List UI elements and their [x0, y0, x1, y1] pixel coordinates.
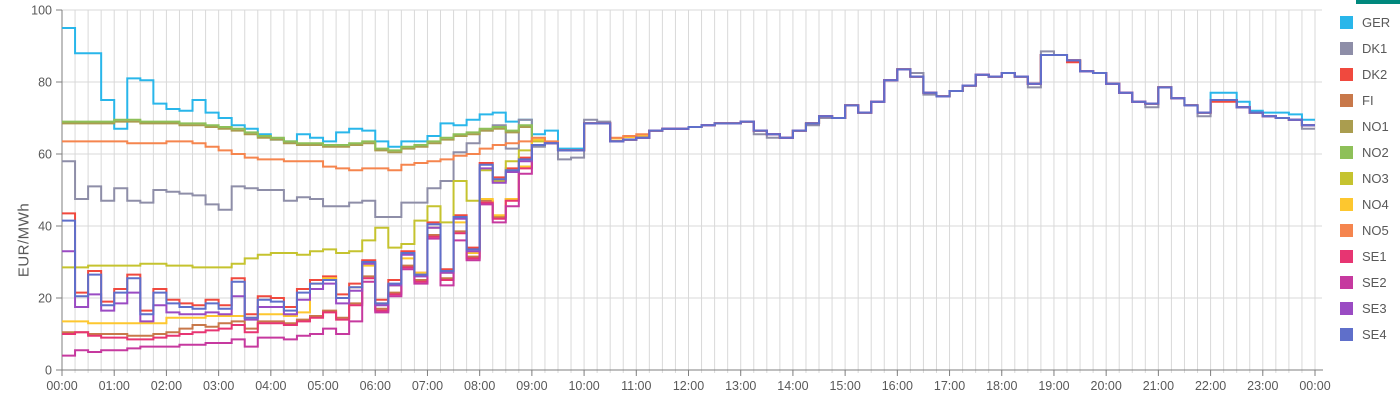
x-tick-label: 03:00 — [203, 379, 234, 393]
y-tick-label: 100 — [31, 4, 52, 18]
y-tick-label: 20 — [38, 292, 52, 306]
x-tick-label: 11:00 — [621, 379, 651, 393]
legend-label: SE1 — [1362, 248, 1387, 264]
legend-label: DK2 — [1362, 66, 1388, 82]
x-tick-label: 09:00 — [516, 379, 547, 393]
x-tick-label: 01:00 — [99, 379, 130, 393]
legend-swatch-NO4 — [1340, 197, 1353, 211]
legend-item-NO5[interactable]: NO5 — [1340, 217, 1390, 243]
y-tick-label: 80 — [38, 76, 52, 90]
x-tick-label: 15:00 — [829, 379, 860, 393]
x-tick-label: 21:00 — [1143, 379, 1174, 393]
series-SE4 — [62, 54, 1315, 319]
x-tick-label: 02:00 — [151, 379, 182, 393]
legend-item-NO3[interactable]: NO3 — [1340, 165, 1390, 191]
legend-item-SE3[interactable]: SE3 — [1340, 295, 1390, 321]
x-tick-label: 23:00 — [1247, 379, 1278, 393]
x-tick-label: 07:00 — [412, 379, 443, 393]
legend-swatch-NO1 — [1340, 119, 1353, 133]
legend-label: NO2 — [1362, 144, 1389, 160]
legend-item-NO4[interactable]: NO4 — [1340, 191, 1390, 217]
legend-swatch-SE1 — [1340, 249, 1353, 263]
legend-item-DK2[interactable]: DK2 — [1340, 61, 1390, 87]
legend-item-NO2[interactable]: NO2 — [1340, 139, 1390, 165]
x-tick-label: 04:00 — [255, 379, 286, 393]
legend-swatch-DK1 — [1340, 41, 1353, 55]
y-tick-label: 60 — [38, 148, 52, 162]
y-tick-label: 0 — [45, 364, 52, 378]
x-tick-label: 08:00 — [464, 379, 495, 393]
legend-item-SE1[interactable]: SE1 — [1340, 243, 1390, 269]
x-tick-label: 18:00 — [986, 379, 1017, 393]
legend-label: SE4 — [1362, 326, 1387, 342]
legend-label: GER — [1362, 14, 1391, 30]
legend-label: NO3 — [1362, 170, 1389, 186]
legend-label: SE2 — [1362, 274, 1387, 290]
x-tick-label: 13:00 — [725, 379, 756, 393]
legend-item-SE2[interactable]: SE2 — [1340, 269, 1390, 295]
legend-swatch-SE2 — [1340, 275, 1353, 289]
x-tick-label: 10:00 — [568, 379, 599, 393]
legend-item-GER[interactable]: GER — [1340, 9, 1390, 35]
x-tick-label: 19:00 — [1038, 379, 1069, 393]
legend-label: FI — [1362, 92, 1374, 108]
legend-label: SE3 — [1362, 300, 1387, 316]
x-tick-label: 05:00 — [307, 379, 338, 393]
legend-swatch-SE3 — [1340, 301, 1353, 315]
x-tick-label: 22:00 — [1195, 379, 1226, 393]
top-right-accent-bar[interactable] — [1356, 0, 1400, 4]
legend-label: NO4 — [1362, 196, 1389, 212]
y-axis-title: EUR/MWh — [15, 202, 33, 278]
x-tick-label: 16:00 — [882, 379, 913, 393]
legend-item-FI[interactable]: FI — [1340, 87, 1390, 113]
x-tick-label: 12:00 — [673, 379, 704, 393]
legend-swatch-NO5 — [1340, 223, 1353, 237]
x-tick-label: 17:00 — [934, 379, 965, 393]
legend-label: DK1 — [1362, 40, 1388, 56]
legend-swatch-NO2 — [1340, 145, 1353, 159]
x-tick-label: 00:00 — [1299, 379, 1330, 393]
legend-label: NO1 — [1362, 118, 1389, 134]
x-tick-label: 14:00 — [777, 379, 808, 393]
legend-swatch-FI — [1340, 93, 1353, 107]
x-tick-label: 00:00 — [46, 379, 77, 393]
legend-item-SE4[interactable]: SE4 — [1340, 321, 1390, 347]
legend-swatch-SE4 — [1340, 327, 1353, 341]
legend-swatch-DK2 — [1340, 67, 1353, 81]
y-tick-label: 40 — [38, 220, 52, 234]
x-tick-label: 20:00 — [1091, 379, 1122, 393]
legend-swatch-NO3 — [1340, 171, 1353, 185]
legend-item-DK1[interactable]: DK1 — [1340, 35, 1390, 61]
x-tick-label: 06:00 — [360, 379, 391, 393]
legend: GER DK1 DK2 FI NO1 NO2 NO3 NO4 NO5 SE1 SE2 SE3 SE4 — [1340, 9, 1390, 347]
legend-swatch-GER — [1340, 15, 1353, 29]
legend-label: NO5 — [1362, 222, 1389, 238]
legend-item-NO1[interactable]: NO1 — [1340, 113, 1390, 139]
